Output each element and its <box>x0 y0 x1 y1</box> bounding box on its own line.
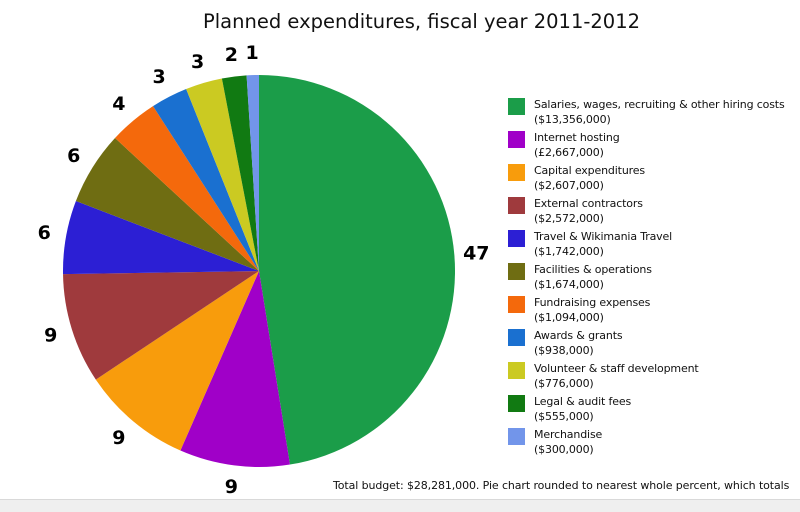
legend-item-0: Salaries, wages, recruiting & other hiri… <box>508 97 800 127</box>
legend-item-7: Awards & grants ($938,000) <box>508 328 800 358</box>
pie-slice-2 <box>95 271 259 451</box>
pie-slice-3 <box>63 271 259 380</box>
legend-item-1: Internet hosting (£2,667,000) <box>508 130 800 160</box>
legend-swatch <box>508 428 525 445</box>
legend-label: Facilities & operations <box>534 263 652 276</box>
pie-percent-label-5: 6 <box>67 145 80 167</box>
legend-swatch <box>508 131 525 148</box>
legend-item-6: Fundraising expenses ($1,094,000) <box>508 295 800 325</box>
pie-slice-8 <box>186 78 259 271</box>
pie-slice-6 <box>115 106 260 271</box>
legend-item-3: External contractors ($2,572,000) <box>508 196 800 226</box>
legend-amount: ($13,356,000) <box>534 113 611 126</box>
total-note: Total budget: $28,281,000. Pie chart rou… <box>333 479 790 492</box>
pie-percent-label-1: 9 <box>225 476 238 498</box>
pie-percent-label-8: 3 <box>191 51 204 73</box>
legend-amount: ($300,000) <box>534 443 594 456</box>
legend-item-2: Capital expenditures ($2,607,000) <box>508 163 800 193</box>
legend-label: Merchandise <box>534 428 603 441</box>
legend-label: Salaries, wages, recruiting & other hiri… <box>534 98 785 111</box>
legend-item-10: Merchandise ($300,000) <box>508 427 800 457</box>
legend: Salaries, wages, recruiting & other hiri… <box>508 97 800 460</box>
legend-item-4: Travel & Wikimania Travel ($1,742,000) <box>508 229 800 259</box>
legend-amount: ($1,674,000) <box>534 278 604 291</box>
legend-label: Capital expenditures <box>534 164 645 177</box>
pie-percent-label-9: 2 <box>225 44 238 66</box>
pie-slice-10 <box>246 74 259 271</box>
pie-slice-5 <box>75 138 259 271</box>
legend-amount: ($2,572,000) <box>534 212 604 225</box>
legend-amount: ($1,094,000) <box>534 311 604 324</box>
legend-amount: ($938,000) <box>534 344 594 357</box>
pie-slice-7 <box>153 89 259 271</box>
legend-swatch <box>508 329 525 346</box>
legend-label: Volunteer & staff development <box>534 362 699 375</box>
legend-label: External contractors <box>534 197 643 210</box>
pie-percent-label-7: 3 <box>152 66 165 88</box>
legend-label: Fundraising expenses <box>534 296 651 309</box>
pie-slice-4 <box>62 201 260 275</box>
legend-amount: (£2,667,000) <box>534 146 604 159</box>
legend-amount: ($1,742,000) <box>534 245 604 258</box>
pie-percent-label-3: 9 <box>44 325 57 347</box>
pie-slice-9 <box>221 75 259 271</box>
legend-item-9: Legal & audit fees ($555,000) <box>508 394 800 424</box>
legend-swatch <box>508 263 525 280</box>
legend-swatch <box>508 362 525 379</box>
legend-label: Internet hosting <box>534 131 620 144</box>
pie-percent-label-0: 47 <box>463 243 489 265</box>
pie-slice-0 <box>259 75 456 465</box>
legend-label: Awards & grants <box>534 329 623 342</box>
pie-percent-label-6: 4 <box>112 93 125 115</box>
legend-swatch <box>508 395 525 412</box>
legend-swatch <box>508 197 525 214</box>
legend-amount: ($555,000) <box>534 410 594 423</box>
legend-swatch <box>508 98 525 115</box>
pie-percent-label-2: 9 <box>112 427 125 449</box>
legend-label: Travel & Wikimania Travel <box>534 230 673 243</box>
bottom-strip <box>0 499 800 512</box>
legend-item-8: Volunteer & staff development ($776,000) <box>508 361 800 391</box>
legend-swatch <box>508 164 525 181</box>
chart-title: Planned expenditures, fiscal year 2011-2… <box>203 10 641 33</box>
pie-percent-label-4: 6 <box>38 222 51 244</box>
legend-label: Legal & audit fees <box>534 395 632 408</box>
legend-swatch <box>508 230 525 247</box>
legend-amount: ($776,000) <box>534 377 594 390</box>
pie-slice-1 <box>180 271 290 468</box>
pie-percent-label-10: 1 <box>245 42 258 64</box>
legend-amount: ($2,607,000) <box>534 179 604 192</box>
legend-item-5: Facilities & operations ($1,674,000) <box>508 262 800 292</box>
legend-swatch <box>508 296 525 313</box>
